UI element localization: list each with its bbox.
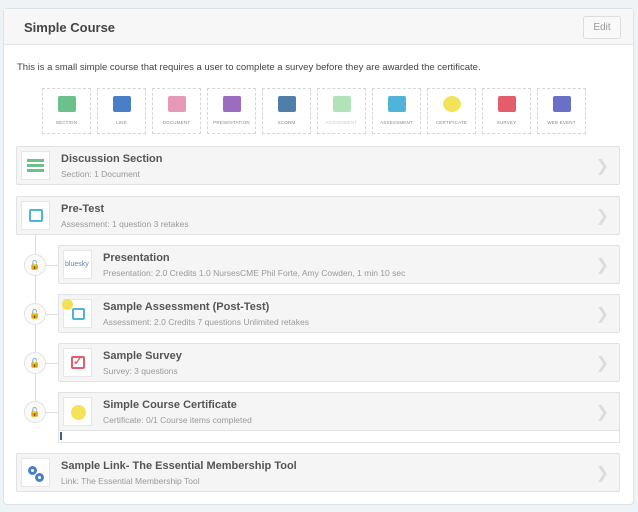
item-meta: Presentation: 2.0 Credits 1.0 NursesCME … <box>103 268 406 278</box>
survey-icon: ✓ <box>63 348 92 377</box>
lock-icon: 🔓 <box>24 352 46 374</box>
presentation-icon <box>222 96 241 112</box>
list-item-presentation[interactable]: bluesky Presentation Presentation: 2.0 C… <box>58 245 620 284</box>
lock-icon: 🔓 <box>24 401 46 423</box>
thumb-text: bluesky <box>65 261 89 268</box>
item-title: Pre-Test <box>61 203 105 215</box>
page-title: Simple Course <box>24 20 116 35</box>
toolbar-label: DOCUMENT <box>162 120 191 125</box>
chevron-right-icon[interactable]: ❯ <box>595 404 609 421</box>
item-title: Discussion Section <box>61 153 163 165</box>
toolbar-web-event-button[interactable]: WEB EVENT <box>537 88 586 134</box>
toolbar-section-button[interactable]: SECTION <box>42 88 91 134</box>
item-meta: Section: 1 Document <box>61 169 140 179</box>
item-meta: Certificate: 0/1 Course items completed <box>103 415 252 425</box>
list-item-pre-test[interactable]: Pre-Test Assessment: 1 question 3 retake… <box>16 196 620 235</box>
list-item-sample-link[interactable]: Sample Link- The Essential Membership To… <box>16 453 620 492</box>
connector <box>46 265 58 266</box>
toolbar-link-button[interactable]: LINK <box>97 88 146 134</box>
toolbar-label: PRESENTATION <box>213 120 250 125</box>
survey-icon <box>497 96 516 112</box>
toolbar-assessment-button[interactable]: ASSESSMENT <box>372 88 421 134</box>
item-title: Sample Link- The Essential Membership To… <box>61 460 297 472</box>
graduation-cap-icon <box>332 96 351 112</box>
item-meta: Assessment: 2.0 Credits 7 questions Unli… <box>103 317 309 327</box>
toolbar-survey-button[interactable]: SURVEY <box>482 88 531 134</box>
edit-button[interactable]: Edit <box>583 16 621 39</box>
assessment-icon <box>387 96 406 112</box>
toolbar-assignment-button[interactable]: ASSIGNMENT <box>317 88 366 134</box>
link-icon <box>112 96 131 112</box>
toolbar-certificate-button[interactable]: CERTIFICATE <box>427 88 476 134</box>
toolbar-scorm-button[interactable]: SCORM <box>262 88 311 134</box>
toolbar-document-button[interactable]: DOCUMENT <box>152 88 201 134</box>
section-icon <box>57 96 76 112</box>
course-description: This is a small simple course that requi… <box>17 62 481 73</box>
section-icon <box>21 151 50 180</box>
list-item-sample-assessment[interactable]: Sample Assessment (Post-Test) Assessment… <box>58 294 620 333</box>
item-title: Presentation <box>103 252 170 264</box>
toolbar-label: ASSESSMENT <box>380 120 413 125</box>
scorm-icon <box>277 96 296 112</box>
chevron-right-icon[interactable]: ❯ <box>595 355 609 372</box>
connector <box>46 363 58 364</box>
video-icon <box>552 96 571 112</box>
item-title: Sample Assessment (Post-Test) <box>103 301 270 313</box>
item-meta: Link: The Essential Membership Tool <box>61 476 200 486</box>
lock-icon: 🔓 <box>24 303 46 325</box>
list-item-certificate[interactable]: Simple Course Certificate Certificate: 0… <box>58 392 620 431</box>
connector <box>46 314 58 315</box>
progress-marker <box>60 432 62 440</box>
document-icon <box>167 96 186 112</box>
toolbar-label: SCORM <box>277 120 296 125</box>
connector <box>46 412 58 413</box>
certificate-icon <box>442 96 461 112</box>
toolbar-label: ASSIGNMENT <box>325 120 358 125</box>
toolbar-label: CERTIFICATE <box>435 120 468 125</box>
assessment-icon <box>21 201 50 230</box>
bluesky-thumbnail: bluesky <box>63 250 92 279</box>
certificate-icon <box>63 397 92 426</box>
chevron-right-icon[interactable]: ❯ <box>595 257 609 274</box>
toolbar-label: WEB EVENT <box>547 120 576 125</box>
chevron-right-icon[interactable]: ❯ <box>595 158 609 175</box>
chevron-right-icon[interactable]: ❯ <box>595 465 609 482</box>
toolbar-label: SURVEY <box>496 120 517 125</box>
assessment-icon <box>62 299 92 328</box>
toolbar-presentation-button[interactable]: PRESENTATION <box>207 88 256 134</box>
list-item-sample-survey[interactable]: ✓ Sample Survey Survey: 3 questions ❯ <box>58 343 620 382</box>
toolbar-label: SECTION <box>55 120 78 125</box>
toolbar-label: LINK <box>116 120 127 125</box>
list-item-discussion-section[interactable]: Discussion Section Section: 1 Document ❯ <box>16 146 620 185</box>
item-title: Sample Survey <box>103 350 182 362</box>
chevron-right-icon[interactable]: ❯ <box>595 208 609 225</box>
item-meta: Assessment: 1 question 3 retakes <box>61 219 189 229</box>
link-icon <box>21 458 50 487</box>
chevron-right-icon[interactable]: ❯ <box>595 306 609 323</box>
item-title: Simple Course Certificate <box>103 399 237 411</box>
item-meta: Survey: 3 questions <box>103 366 178 376</box>
lock-icon: 🔓 <box>24 254 46 276</box>
panel-header: Simple Course Edit <box>4 9 633 45</box>
